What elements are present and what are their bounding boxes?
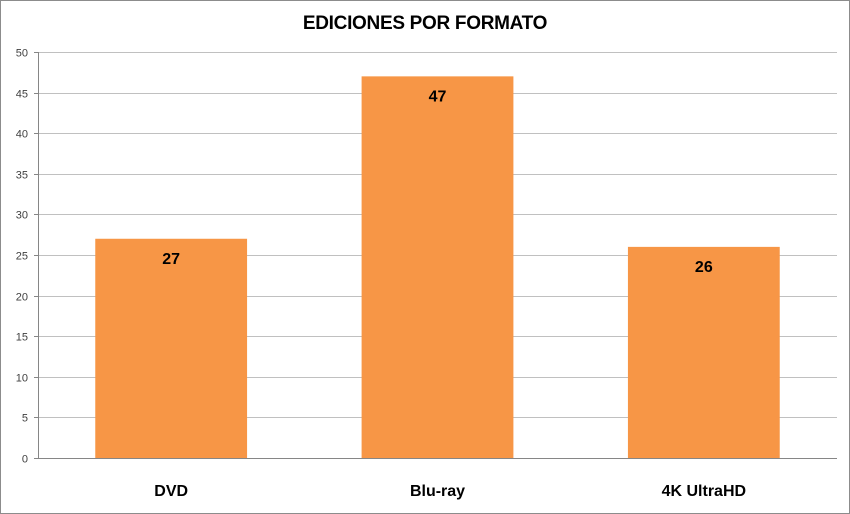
data-label: 27: [162, 251, 180, 268]
data-label: 26: [695, 259, 713, 276]
category-label: Blu-ray: [410, 483, 465, 500]
y-tick-label: 45: [16, 89, 28, 101]
data-label: 47: [429, 88, 447, 105]
chart-title: EDICIONES POR FORMATO: [302, 13, 548, 34]
y-tick-label: 5: [22, 413, 28, 425]
y-tick-label: 50: [16, 48, 28, 60]
category-label: DVD: [154, 483, 188, 500]
y-tick-label: 20: [16, 292, 28, 304]
y-tick-label: 10: [16, 373, 28, 385]
category-label: 4K UltraHD: [662, 483, 746, 500]
y-tick-label: 40: [16, 129, 28, 141]
y-tick-label: 0: [22, 454, 28, 466]
y-tick-label: 25: [16, 251, 28, 263]
y-tick-label: 35: [16, 170, 28, 182]
axes: [34, 52, 837, 459]
y-tick-label: 15: [16, 332, 28, 344]
category-labels: DVD Blu-ray 4K UltraHD: [154, 483, 746, 500]
y-tick-label: 30: [16, 210, 28, 222]
bars: [95, 76, 780, 459]
bar-4k-ultrahd: [627, 246, 780, 458]
bar-dvd: [95, 238, 248, 458]
y-tick-labels: 0 5 10 15 20 25 30 35 40 45 50: [16, 48, 28, 466]
data-labels: 27 47 26: [162, 88, 713, 276]
bar-blu-ray: [361, 76, 514, 459]
